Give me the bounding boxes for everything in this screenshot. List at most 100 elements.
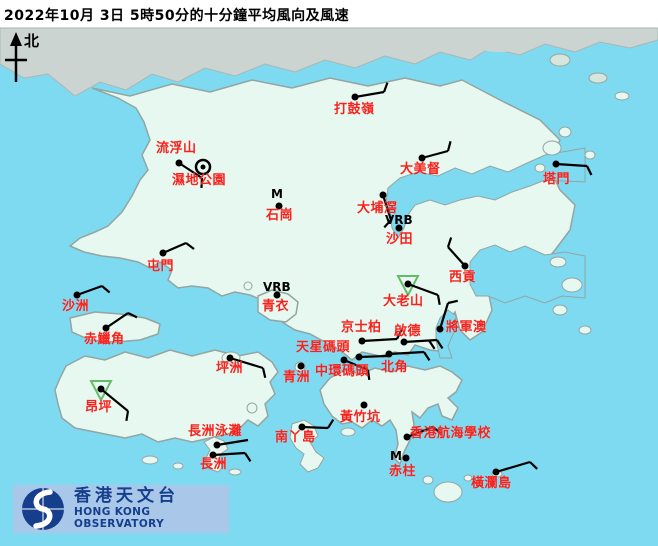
wind-barb-shaft xyxy=(229,356,264,370)
hko-logo-banner[interactable]: 香港天文台 HONG KONG OBSERVATORY xyxy=(13,485,229,533)
station-sha-tin[interactable] xyxy=(395,224,403,232)
station-label-tai-mei-tuk: 大美督 xyxy=(400,162,441,177)
wind-barb-feather xyxy=(446,237,453,248)
map-title: 2022年10月 3日 5時50分的十分鐘平均風向及風速 xyxy=(4,8,350,24)
station-label-cheung-chau-beach: 長洲泳灘 xyxy=(188,424,243,439)
wind-barb-feather xyxy=(200,177,204,189)
station-cheung-chau[interactable] xyxy=(209,451,252,462)
station-label-sha-chau: 沙洲 xyxy=(62,299,90,314)
station-lamma-island[interactable] xyxy=(298,418,335,431)
station-lau-fau-shan[interactable] xyxy=(175,159,204,189)
station-label-tuen-mun: 屯門 xyxy=(147,259,175,274)
station-label-shek-kong: 石崗 xyxy=(266,208,294,223)
north-label: 北 xyxy=(24,32,40,50)
station-label-kai-tak: 啟德 xyxy=(394,324,422,339)
wind-barb-feather xyxy=(366,369,371,381)
station-star-ferry-pier[interactable] xyxy=(355,353,389,361)
station-waglan-island[interactable] xyxy=(492,460,538,476)
station-label-north-point: 北角 xyxy=(381,360,409,375)
wind-barb-feather xyxy=(261,367,267,378)
station-label-peng-chau: 坪洲 xyxy=(216,361,244,376)
station-sha-chau[interactable] xyxy=(73,284,111,299)
hko-logo-icon xyxy=(22,488,64,530)
station-label-green-island: 青洲 xyxy=(283,370,311,385)
station-label-sai-kung: 西貢 xyxy=(449,270,477,285)
wind-barb-feather xyxy=(446,141,452,152)
station-wetland-park[interactable] xyxy=(194,158,212,176)
wind-barb-feather xyxy=(436,294,441,306)
station-dot-icon xyxy=(297,362,305,370)
wind-barb-feather xyxy=(586,165,593,176)
wind-barb-feather xyxy=(423,351,431,361)
station-green-island[interactable] xyxy=(297,362,305,370)
station-ngong-ping[interactable] xyxy=(89,380,130,422)
station-ta-kwu-ling[interactable] xyxy=(351,82,389,101)
wind-barb-shaft xyxy=(76,284,103,297)
station-label-tsing-yi: 青衣 xyxy=(262,299,290,314)
station-label-chek-lap-kok: 赤鱲角 xyxy=(84,332,125,347)
station-stanley[interactable] xyxy=(402,454,410,462)
station-kings-park[interactable] xyxy=(358,329,403,345)
wind-barb-feather xyxy=(432,426,442,435)
station-label-tap-mun: 塔門 xyxy=(543,172,571,187)
station-cheung-chau-beach[interactable] xyxy=(213,438,249,449)
wind-barb-shaft xyxy=(406,425,434,439)
station-label-kings-park: 京士柏 xyxy=(341,320,382,335)
wind-barb-shaft xyxy=(447,246,466,267)
hko-name-chinese: 香港天文台 xyxy=(74,486,179,507)
station-dot-icon xyxy=(402,454,410,462)
station-label-hk-sea-school: 香港航海學校 xyxy=(410,426,492,441)
land-hong-kong-island xyxy=(319,365,463,466)
station-tai-mei-tuk[interactable] xyxy=(418,141,452,162)
station-hk-sea-school[interactable] xyxy=(403,425,442,441)
calm-wind-icon xyxy=(194,158,212,176)
station-dot-icon xyxy=(200,164,206,170)
station-tseung-kwan-o[interactable] xyxy=(436,299,458,333)
station-tates-cairn[interactable] xyxy=(396,275,441,306)
wind-barb-feather xyxy=(185,242,195,250)
station-tai-po-kau[interactable] xyxy=(379,191,393,229)
wind-barb-shaft xyxy=(358,354,389,359)
station-sai-kung[interactable] xyxy=(446,237,469,270)
station-label-lau-fau-shan: 流浮山 xyxy=(156,141,197,156)
station-label-ngong-ping: 昂坪 xyxy=(85,400,113,415)
station-label-lamma-island: 南丫島 xyxy=(275,430,316,445)
tolo-harbour xyxy=(385,147,586,239)
wind-barb-feather xyxy=(382,82,389,93)
station-dot-icon xyxy=(275,202,283,210)
wind-barb-shaft xyxy=(388,350,425,356)
station-tsing-yi[interactable] xyxy=(273,291,281,299)
wind-barb-feather xyxy=(396,329,403,340)
station-peng-chau[interactable] xyxy=(226,354,267,378)
station-tap-mun[interactable] xyxy=(552,160,593,176)
station-north-point[interactable] xyxy=(385,350,431,361)
outlying-islands xyxy=(141,126,596,503)
hko-name-english: HONG KONG OBSERVATORY xyxy=(74,505,165,531)
station-central-pier[interactable] xyxy=(340,356,371,381)
station-tuen-mun[interactable] xyxy=(159,241,195,257)
station-label-tates-cairn: 大老山 xyxy=(383,294,424,309)
station-kai-tak[interactable] xyxy=(400,338,444,350)
wind-flag-m-shek-kong: M xyxy=(271,187,283,201)
wind-barb-shaft xyxy=(495,460,531,474)
station-label-sha-tin: 沙田 xyxy=(386,232,414,247)
wind-barb-shaft xyxy=(407,282,439,297)
wind-barb-shaft xyxy=(438,302,450,330)
station-dot-icon xyxy=(360,401,368,409)
station-wong-chuk-hang[interactable] xyxy=(360,401,368,409)
station-chek-lap-kok[interactable] xyxy=(102,312,138,332)
wind-barb-shaft xyxy=(212,451,246,457)
land-lantau xyxy=(54,349,279,443)
station-dot-icon xyxy=(273,291,281,299)
wind-barb-shaft xyxy=(105,312,129,329)
station-label-tseung-kwan-o: 將軍澳 xyxy=(446,320,487,335)
station-shek-kong[interactable] xyxy=(275,202,283,210)
wind-flag-vrb-tsing-yi: VRB xyxy=(263,280,291,294)
wind-barb-feather xyxy=(244,452,252,462)
wind-barb-shaft xyxy=(555,162,588,168)
wind-flag-vrb-sha-tin: VRB xyxy=(385,213,413,227)
station-label-cheung-chau: 長洲 xyxy=(200,457,228,472)
station-label-ta-kwu-ling: 打鼓嶺 xyxy=(334,102,375,117)
wind-barb-shaft xyxy=(162,241,187,255)
